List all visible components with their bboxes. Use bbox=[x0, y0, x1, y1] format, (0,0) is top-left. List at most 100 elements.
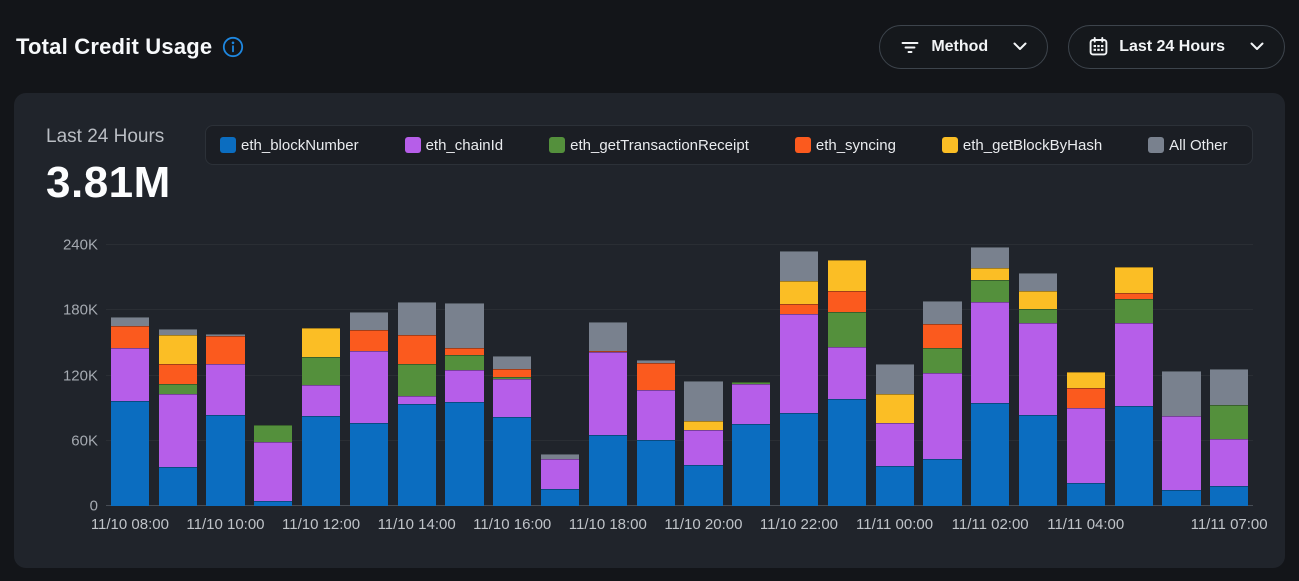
y-axis: 0 60K 120K 180K 240K bbox=[46, 237, 106, 515]
stacked-bar-11/10 09:00[interactable] bbox=[158, 328, 197, 506]
bar-segment-eth_blockNumber bbox=[732, 424, 771, 506]
bar-segment-eth_syncing bbox=[158, 363, 197, 385]
stacked-bar-11/10 22:00[interactable] bbox=[779, 250, 819, 506]
bar-segment-eth_blockNumber bbox=[349, 423, 388, 506]
bar-slot bbox=[823, 245, 871, 506]
bar-segment-eth_blockNumber bbox=[110, 400, 150, 506]
chart-legend: eth_blockNumber eth_chainId eth_getTransac… bbox=[205, 125, 1253, 165]
bar-segment-eth_getBlockByHash bbox=[779, 280, 819, 304]
credit-usage-card: Last 24 Hours 3.81M eth_blockNumber eth_c… bbox=[14, 93, 1285, 568]
legend-item-All Other[interactable]: All Other bbox=[1148, 137, 1228, 154]
stacked-bar-11/10 18:00[interactable] bbox=[588, 322, 627, 506]
card-top: Last 24 Hours 3.81M eth_blockNumber eth_c… bbox=[46, 125, 1253, 209]
legend-item-eth_blockNumber[interactable]: eth_blockNumber bbox=[220, 137, 359, 154]
bar-segment-eth_chainId bbox=[1114, 323, 1153, 406]
stacked-bar-11/10 23:00[interactable] bbox=[827, 260, 866, 506]
bar-segment-eth_chainId bbox=[684, 429, 723, 465]
legend-item-eth_getBlockByHash[interactable]: eth_getBlockByHash bbox=[941, 137, 1102, 154]
stacked-bar-11/10 12:00[interactable] bbox=[301, 327, 341, 506]
bar-slot bbox=[919, 245, 967, 506]
legend-label: eth_syncing bbox=[815, 136, 896, 154]
legend-item-eth_syncing[interactable]: eth_syncing bbox=[794, 136, 896, 154]
stacked-bar-11/11 06:00[interactable] bbox=[1162, 371, 1201, 506]
bar-segment-All Other bbox=[349, 312, 388, 330]
bar-segment-eth_blockNumber bbox=[1066, 483, 1105, 506]
credit-usage-chart: 0 60K 120K 180K 240K bbox=[46, 237, 1253, 515]
title-row: Total Credit Usage bbox=[16, 34, 244, 60]
stacked-bar-11/11 02:00[interactable] bbox=[971, 247, 1010, 506]
stacked-bar-11/10 10:00[interactable] bbox=[206, 334, 245, 506]
bar-segment-eth_syncing bbox=[206, 336, 245, 364]
legend-item-eth_getTransactionReceipt[interactable]: eth_getTransactionReceipt bbox=[549, 137, 749, 154]
bar-segment-eth_getBlockByHash bbox=[971, 267, 1010, 280]
bar-slot bbox=[632, 245, 680, 506]
stacked-bar-11/10 19:00[interactable] bbox=[636, 360, 675, 506]
bar-segment-eth_chainId bbox=[636, 389, 675, 440]
bar-segment-eth_syncing bbox=[779, 303, 819, 314]
bar-segment-eth_blockNumber bbox=[301, 415, 341, 506]
bar-segment-eth_blockNumber bbox=[158, 466, 197, 506]
summary-total-value: 3.81M bbox=[46, 158, 171, 207]
bar-segment-eth_chainId bbox=[827, 347, 866, 400]
y-tick-label: 0 bbox=[89, 497, 98, 515]
bar-segment-eth_syncing bbox=[827, 290, 866, 313]
x-tick-label: 11/10 08:00 bbox=[90, 516, 169, 533]
bar-slot bbox=[727, 245, 775, 506]
time-range-button[interactable]: Last 24 Hours bbox=[1068, 24, 1285, 69]
stacked-bar-11/10 21:00[interactable] bbox=[732, 382, 771, 506]
bar-segment-eth_chainId bbox=[158, 394, 197, 467]
bar-segment-eth_getTransactionReceipt bbox=[445, 354, 484, 371]
bar-segment-eth_syncing bbox=[349, 329, 388, 351]
bar-slot bbox=[966, 245, 1014, 506]
stacked-bar-11/10 16:00[interactable] bbox=[493, 355, 532, 506]
bar-segment-eth_getBlockByHash bbox=[684, 421, 723, 430]
stacked-bar-11/11 04:00[interactable] bbox=[1066, 372, 1105, 506]
method-filter-button[interactable]: Method bbox=[879, 24, 1049, 69]
calendar-icon bbox=[1089, 37, 1108, 56]
stacked-bar-11/11 00:00[interactable] bbox=[875, 363, 914, 506]
bar-segment-eth_blockNumber bbox=[684, 464, 723, 506]
stacked-bar-11/11 01:00[interactable] bbox=[923, 300, 962, 506]
bar-slot bbox=[680, 245, 728, 506]
filter-icon bbox=[900, 37, 920, 57]
x-axis-baseline bbox=[106, 505, 1253, 506]
bar-segment-eth_chainId bbox=[923, 373, 962, 460]
bar-segment-eth_blockNumber bbox=[636, 439, 675, 506]
bar-segment-eth_getBlockByHash bbox=[1018, 290, 1058, 310]
x-axis: 11/10 08:00 11/10 10:00 11/10 12:00 11/10 1… bbox=[91, 506, 1268, 536]
bar-slot bbox=[1110, 245, 1158, 506]
bar-segment-eth_syncing bbox=[923, 324, 962, 349]
stacked-bar-11/10 11:00[interactable] bbox=[254, 424, 293, 506]
x-tick-label: 11/11 00:00 bbox=[856, 516, 934, 533]
bar-segment-eth_getTransactionReceipt bbox=[1114, 299, 1153, 324]
stacked-bar-11/11 03:00[interactable] bbox=[1018, 273, 1058, 506]
stacked-bar-11/10 14:00[interactable] bbox=[397, 301, 436, 506]
legend-label: eth_blockNumber bbox=[241, 136, 359, 154]
bar-segment-eth_chainId bbox=[301, 385, 341, 416]
bar-slot bbox=[393, 245, 441, 506]
bar-segment-eth_getTransactionReceipt bbox=[254, 424, 293, 442]
info-icon[interactable] bbox=[222, 36, 244, 58]
bar-segment-All Other bbox=[158, 328, 197, 336]
bar-segment-eth_chainId bbox=[1162, 415, 1201, 490]
bar-slot bbox=[536, 245, 584, 506]
stacked-bar-11/10 20:00[interactable] bbox=[684, 381, 723, 506]
bar-segment-All Other bbox=[206, 334, 245, 337]
stacked-bar-11/10 15:00[interactable] bbox=[445, 302, 484, 506]
legend-item-eth_chainId[interactable]: eth_chainId bbox=[404, 137, 503, 154]
gridline bbox=[106, 309, 1253, 311]
stacked-bar-11/10 13:00[interactable] bbox=[349, 312, 388, 506]
bar-segment-eth_getTransactionReceipt bbox=[827, 312, 866, 348]
stacked-bar-11/10 08:00[interactable] bbox=[110, 316, 150, 506]
bar-segment-eth_blockNumber bbox=[923, 459, 962, 506]
bar-segment-eth_chainId bbox=[540, 459, 580, 489]
legend-swatch-icon bbox=[941, 137, 958, 153]
stacked-bar-11/11 05:00[interactable] bbox=[1114, 266, 1153, 506]
bar-segment-eth_blockNumber bbox=[1162, 489, 1201, 506]
stacked-bar-11/10 17:00[interactable] bbox=[540, 453, 580, 506]
stacked-bar-11/11 07:00[interactable] bbox=[1210, 369, 1249, 506]
bar-segment-All Other bbox=[1162, 371, 1201, 416]
gridline bbox=[106, 439, 1253, 441]
bar-slot bbox=[584, 245, 632, 506]
bar-slot bbox=[297, 245, 345, 506]
